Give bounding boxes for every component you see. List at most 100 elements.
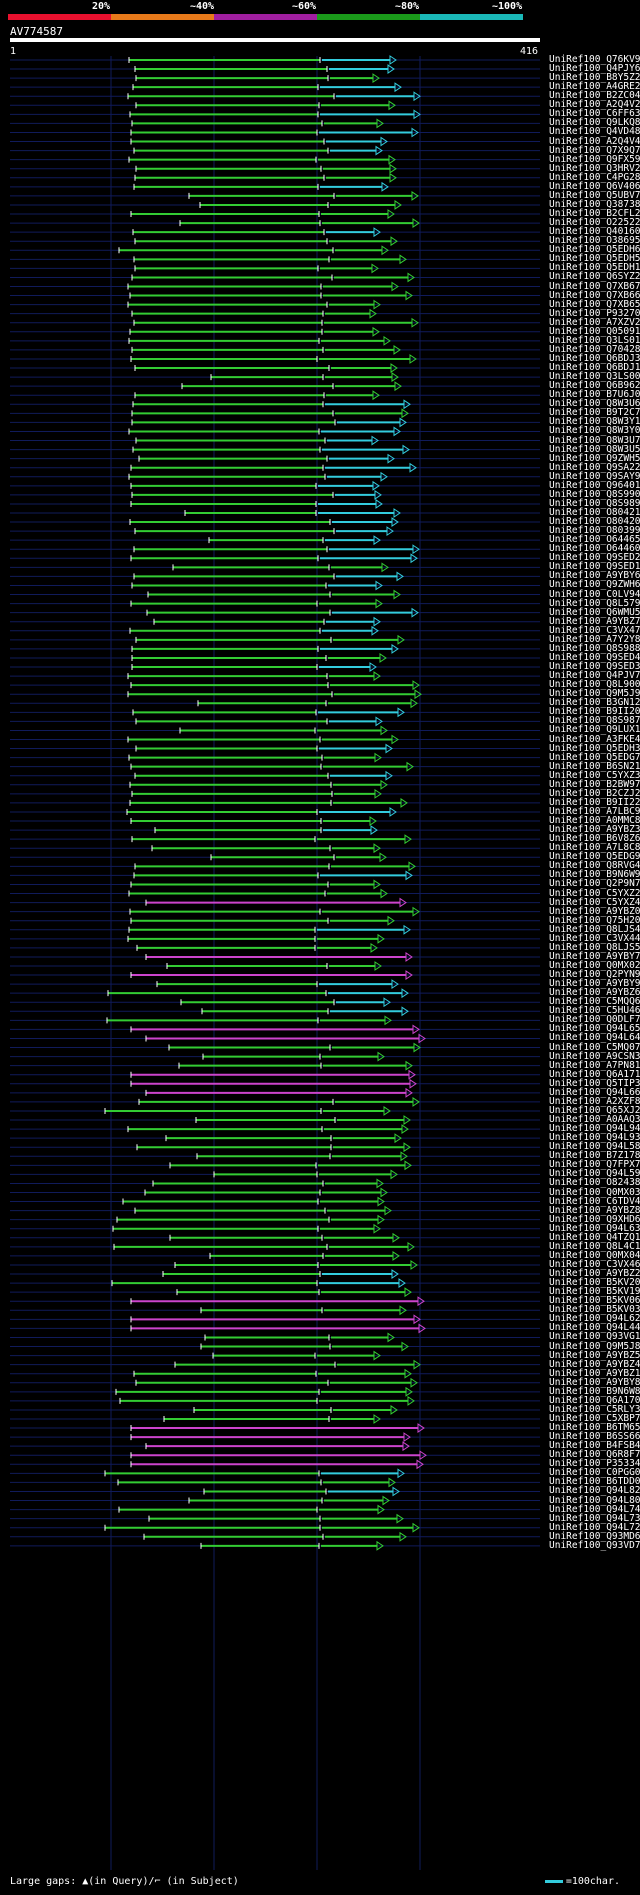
hit-label[interactable]: UniRef100_Q05091	[549, 325, 640, 337]
hit-label[interactable]: UniRef100_C4PG28	[549, 171, 640, 183]
hit-label[interactable]: UniRef100_Q65XJ2	[549, 1104, 640, 1116]
hit-label[interactable]: UniRef100_Q8W3U7	[549, 434, 640, 446]
hit-label[interactable]: UniRef100_A9YBZ5	[549, 1349, 640, 1361]
hit-label[interactable]: UniRef100_A9YBY8	[549, 1376, 640, 1388]
hit-label[interactable]: UniRef100_A9YBZ3	[549, 824, 640, 836]
hit-label[interactable]: UniRef100_Q5EDH5	[549, 253, 640, 265]
hit-label[interactable]: UniRef100_C5RLY3	[549, 1403, 640, 1415]
hit-label[interactable]: UniRef100_A4GRE2	[549, 81, 640, 93]
hit-label[interactable]: UniRef100_Q93MD6	[549, 1530, 640, 1542]
hit-label[interactable]: UniRef100_Q2PYN9	[549, 969, 640, 981]
hit-label[interactable]: UniRef100_B2CZJ2	[549, 787, 640, 799]
hit-label[interactable]: UniRef100_C0PGG0	[549, 1467, 640, 1479]
hit-label[interactable]: UniRef100_A9YBZ4	[549, 1358, 640, 1370]
hit-label[interactable]: UniRef100_A9YBZ0	[549, 905, 640, 917]
hit-label[interactable]: UniRef100_B2BW97	[549, 778, 640, 790]
hit-label[interactable]: UniRef100_B7Z178	[549, 1150, 640, 1162]
hit-label[interactable]: UniRef100_Q9SED4	[549, 651, 640, 663]
hit-label[interactable]: UniRef100_Q94L82	[549, 1485, 640, 1497]
hit-label[interactable]: UniRef100_Q9LUX1	[549, 724, 640, 736]
hit-label[interactable]: UniRef100_Q94L63	[549, 1222, 640, 1234]
hit-label[interactable]: UniRef100_A7LBC9	[549, 805, 640, 817]
hit-label[interactable]: UniRef100_Q8L4C1	[549, 1240, 640, 1252]
hit-label[interactable]: UniRef100_Q9M5J8	[549, 1340, 640, 1352]
hit-label[interactable]: UniRef100_Q9ZWH5	[549, 452, 640, 464]
hit-label[interactable]: UniRef100_A9YBY7	[549, 950, 640, 962]
hit-label[interactable]: UniRef100_B9II22	[549, 796, 640, 808]
hit-label[interactable]: UniRef100_Q4TZQ1	[549, 1231, 640, 1243]
hit-label[interactable]: UniRef100_B6TDD0	[549, 1476, 640, 1488]
hit-label[interactable]: UniRef100_Q96401	[549, 479, 640, 491]
hit-label[interactable]: UniRef100_B5KV03	[549, 1304, 640, 1316]
hit-label[interactable]: UniRef100_A9YBZ2	[549, 1268, 640, 1280]
hit-label[interactable]: UniRef100_C5XBP7	[549, 1413, 640, 1424]
hit-label[interactable]: UniRef100_Q8LJS5	[549, 941, 640, 953]
hit-label[interactable]: UniRef100_Q9ZWH6	[549, 579, 640, 591]
hit-label[interactable]: UniRef100_Q94L44	[549, 1322, 640, 1334]
hit-label[interactable]: UniRef100_C5HU46	[549, 1005, 640, 1017]
hit-label[interactable]: UniRef100_Q8S989	[549, 497, 640, 509]
hit-label[interactable]: UniRef100_Q6B962	[549, 380, 640, 392]
hit-label[interactable]: UniRef100_B3GN12	[549, 697, 640, 709]
hit-label[interactable]: UniRef100_Q9SA22	[549, 461, 640, 473]
hit-label[interactable]: UniRef100_Q4VD48	[549, 126, 640, 138]
hit-label[interactable]: UniRef100_Q9SED3	[549, 661, 640, 673]
hit-label[interactable]: UniRef100_Q93VG1	[549, 1331, 640, 1343]
hit-label[interactable]: UniRef100_Q9M5J9	[549, 688, 640, 700]
hit-label[interactable]: UniRef100_Q6V406	[549, 180, 640, 192]
hit-label[interactable]: UniRef100_Q0MX04	[549, 1249, 640, 1261]
hit-label[interactable]: UniRef100_Q94L64	[549, 1032, 640, 1044]
hit-label[interactable]: UniRef100_Q8W3U6	[549, 398, 640, 410]
hit-label[interactable]: UniRef100_A9CSN3	[549, 1050, 640, 1062]
hit-label[interactable]: UniRef100_Q94L73	[549, 1512, 640, 1524]
hit-label[interactable]: UniRef100_B2CFL2	[549, 208, 640, 220]
hit-label[interactable]: UniRef100_B9N6W9	[549, 869, 640, 881]
hit-label[interactable]: UniRef100_C5YXZ3	[549, 769, 640, 781]
hit-label[interactable]: UniRef100_Q38738	[549, 198, 640, 210]
hit-label[interactable]: UniRef100_B6V8Z6	[549, 833, 640, 845]
hit-label[interactable]: UniRef100_Q8L579	[549, 597, 640, 609]
hit-label[interactable]: UniRef100_Q8LJS4	[549, 923, 640, 935]
hit-label[interactable]: UniRef100_Q9FX59	[549, 153, 640, 165]
hit-label[interactable]: UniRef100_C5YXZ4	[549, 896, 640, 908]
hit-label[interactable]: UniRef100_C5MQQ6	[549, 996, 640, 1008]
hit-label[interactable]: UniRef100_B6SN21	[549, 760, 640, 772]
hit-label[interactable]: UniRef100_Q8S990	[549, 488, 640, 500]
hit-label[interactable]: UniRef100_Q7FPX7	[549, 1159, 640, 1171]
hit-label[interactable]: UniRef100_Q6BDJ3	[549, 352, 640, 364]
hit-label[interactable]: UniRef100_Q6WMU5	[549, 606, 640, 618]
hit-label[interactable]: UniRef100_A9YBZ1	[549, 1367, 640, 1379]
hit-label[interactable]: UniRef100_Q5UBV7	[549, 189, 640, 201]
hit-label[interactable]: UniRef100_Q75H20	[549, 914, 640, 926]
hit-label[interactable]: UniRef100_C5YXZ2	[549, 887, 640, 899]
hit-label[interactable]: UniRef100_Q8RVG4	[549, 860, 640, 872]
hit-label[interactable]: UniRef100_Q93VD7	[549, 1539, 640, 1551]
hit-label[interactable]: UniRef100_Q5EDH6	[549, 244, 640, 256]
hit-label[interactable]: UniRef100_Q5EDH1	[549, 262, 640, 274]
hit-label[interactable]: UniRef100_Q5EDG7	[549, 751, 640, 763]
hit-label[interactable]: UniRef100_Q6A170	[549, 1394, 640, 1406]
hit-label[interactable]: UniRef100_C3VX47	[549, 624, 640, 636]
hit-label[interactable]: UniRef100_Q2P9N7	[549, 878, 640, 890]
hit-label[interactable]: UniRef100_Q40160	[549, 226, 640, 238]
hit-label[interactable]: UniRef100_B9N6W8	[549, 1385, 640, 1397]
hit-label[interactable]: UniRef100_A7PN81	[549, 1059, 640, 1071]
hit-label[interactable]: UniRef100_B7U6J0	[549, 389, 640, 401]
hit-label[interactable]: UniRef100_B4FSB4	[549, 1440, 640, 1452]
hit-label[interactable]: UniRef100_O64465	[549, 534, 640, 546]
hit-label[interactable]: UniRef100_A9YBY6	[549, 570, 640, 582]
hit-label[interactable]: UniRef100_O80421	[549, 507, 640, 518]
hit-label[interactable]: UniRef100_Q8W3U5	[549, 443, 640, 455]
hit-label[interactable]: UniRef100_Q94L65	[549, 1023, 640, 1035]
hit-label[interactable]: UniRef100_A3FKE4	[549, 733, 640, 745]
hit-label[interactable]: UniRef100_O82438	[549, 1177, 640, 1189]
hit-label[interactable]: UniRef100_B5KV06	[549, 1295, 640, 1307]
hit-label[interactable]: UniRef100_Q3LS00	[549, 371, 640, 383]
hit-label[interactable]: UniRef100_B6TM65	[549, 1422, 640, 1434]
hit-label[interactable]: UniRef100_Q9LKQ8	[549, 117, 640, 129]
hit-label[interactable]: UniRef100_A9YBZ8	[549, 1204, 640, 1216]
hit-label[interactable]: UniRef100_Q3LS01	[549, 334, 640, 346]
hit-label[interactable]: UniRef100_A9YBZ6	[549, 987, 640, 999]
hit-label[interactable]: UniRef100_C6FF63	[549, 108, 640, 120]
hit-label[interactable]: UniRef100_Q6SYZ2	[549, 271, 640, 283]
